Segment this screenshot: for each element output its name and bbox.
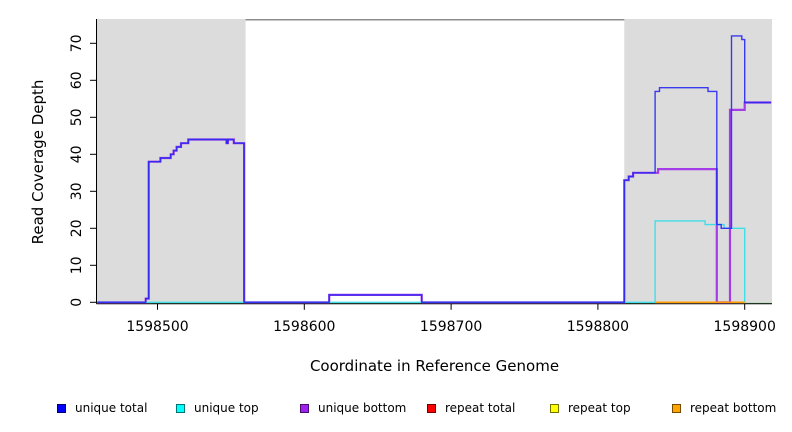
series-unique-total [97, 35, 772, 303]
shaded-region [624, 19, 772, 304]
legend-label: repeat total [445, 401, 516, 415]
y-tick-label: 50 [69, 108, 85, 126]
y-axis-label: Read Coverage Depth [29, 79, 47, 245]
y-tick-label: 20 [69, 219, 85, 237]
y-tick-label: 70 [69, 34, 85, 52]
legend-swatch-icon [57, 403, 66, 413]
legend-item-repeat-top: repeat top [550, 399, 631, 417]
x-tick-label: 1598900 [714, 319, 776, 335]
legend-swatch-icon [176, 403, 185, 413]
legend-label: repeat bottom [690, 401, 777, 415]
legend-item-unique-bottom: unique bottom [300, 399, 406, 417]
legend-item-unique-top: unique top [176, 399, 259, 417]
legend-swatch-icon [672, 403, 681, 413]
x-tick-label: 1598800 [567, 319, 629, 335]
y-tick-label: 0 [69, 298, 85, 307]
shaded-region [97, 19, 246, 304]
y-tick-label: 60 [69, 71, 85, 89]
y-tick-label: 40 [69, 145, 85, 163]
legend-label: repeat top [568, 401, 631, 415]
legend-item-unique-total: unique total [57, 399, 147, 417]
legend-item-repeat-total: repeat total [427, 399, 515, 417]
legend-label: unique top [194, 401, 259, 415]
y-tick-label: 30 [69, 182, 85, 200]
legend-swatch-icon [550, 403, 559, 413]
legend-label: unique total [75, 401, 148, 415]
y-tick-label: 10 [69, 256, 85, 274]
x-tick-label: 1598700 [420, 319, 482, 335]
legend-label: unique bottom [318, 401, 407, 415]
legend-swatch-icon [300, 403, 309, 413]
x-tick-label: 1598600 [273, 319, 335, 335]
x-axis-label: Coordinate in Reference Genome [309, 357, 560, 375]
legend: unique total unique top unique bottom repea… [0, 399, 792, 419]
legend-swatch-icon [427, 403, 436, 413]
series-unique-top [97, 220, 746, 303]
legend-item-repeat-bottom: repeat bottom [672, 399, 776, 417]
x-tick-label: 1598500 [126, 319, 188, 335]
